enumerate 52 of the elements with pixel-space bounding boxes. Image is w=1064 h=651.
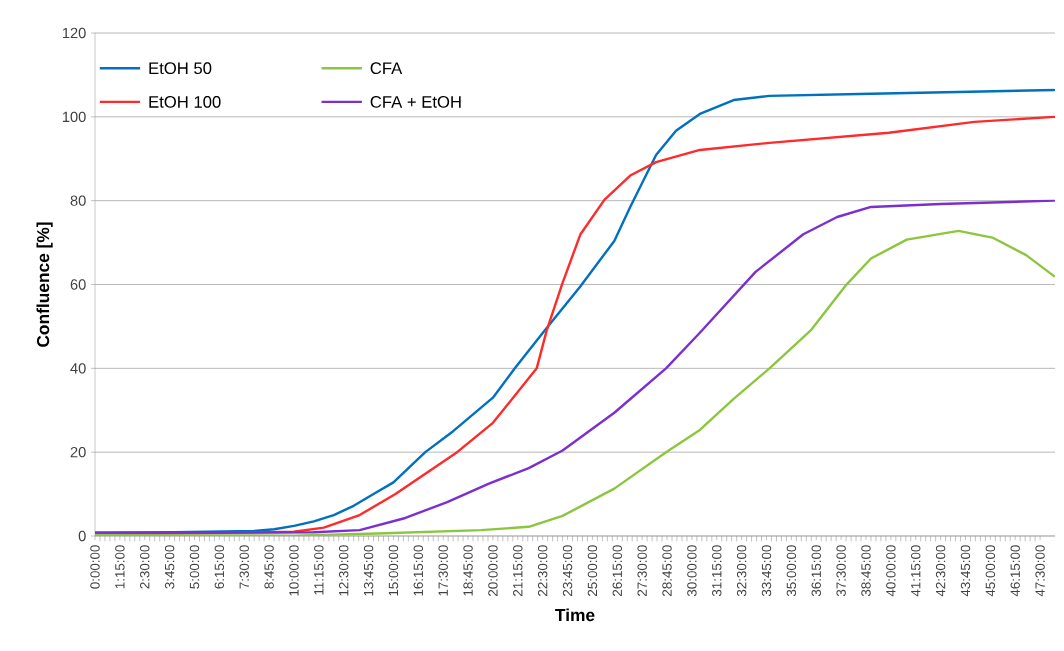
x-axis-title: Time <box>555 608 595 622</box>
x-tick-label: 25:00:00 <box>587 545 598 596</box>
x-tick-label: 46:15:00 <box>1010 545 1020 597</box>
y-tick-label: 60 <box>70 279 86 290</box>
x-tick-label: 38:45:00 <box>861 545 871 597</box>
x-tick-label: 6:15:00 <box>214 545 225 589</box>
x-tick-label: 26:15:00 <box>612 545 622 596</box>
x-tick-label: 36:15:00 <box>811 545 821 597</box>
x-tick-label: 21:15:00 <box>513 545 523 596</box>
y-tick-label: 0 <box>78 530 86 542</box>
x-tick-label: 43:45:00 <box>960 545 971 597</box>
x-tick-label: 30:00:00 <box>687 545 697 597</box>
legend-label: CFA + EtOH <box>370 96 461 108</box>
x-tick-label: 45:00:00 <box>985 545 996 597</box>
y-tick-label: 20 <box>70 446 86 458</box>
y-axis-title: Confluence [%] <box>36 222 53 347</box>
x-tick-label: 10:00:00 <box>289 545 299 596</box>
x-tick-label: 47:30:00 <box>1035 545 1045 597</box>
x-tick-label: 32:30:00 <box>736 545 747 597</box>
x-tick-label: 8:45:00 <box>264 545 274 589</box>
x-tick-label: 42:30:00 <box>935 545 946 597</box>
x-tick-label: 0:00:00 <box>90 545 100 589</box>
x-tick-label: 41:15:00 <box>911 545 921 597</box>
y-tick-label: 100 <box>62 111 86 123</box>
x-tick-label: 12:30:00 <box>338 545 349 596</box>
legend-label: CFA <box>370 62 403 75</box>
legend-label: EtOH 100 <box>149 96 221 108</box>
x-tick-label: 20:00:00 <box>488 545 498 596</box>
x-tick-label: 5:00:00 <box>189 545 200 589</box>
x-tick-label: 11:15:00 <box>314 545 324 595</box>
x-tick-label: 37:30:00 <box>836 545 846 597</box>
x-tick-label: 7:30:00 <box>239 545 249 589</box>
x-tick-label: 28:45:00 <box>662 545 672 596</box>
x-tick-label: 3:45:00 <box>164 545 175 589</box>
x-tick-label: 13:45:00 <box>363 545 374 596</box>
legend-label: EtOH 50 <box>149 62 212 75</box>
x-tick-label: 35:00:00 <box>786 545 797 597</box>
x-tick-label: 31:15:00 <box>712 545 722 597</box>
x-tick-label: 23:45:00 <box>562 545 573 596</box>
y-tick-label: 120 <box>62 27 86 39</box>
x-tick-label: 27:30:00 <box>637 545 647 596</box>
x-tick-label: 15:00:00 <box>388 545 399 596</box>
x-tick-label: 16:15:00 <box>413 545 424 596</box>
x-tick-label: 2:30:00 <box>140 545 150 589</box>
y-tick-label: 80 <box>70 195 86 206</box>
x-tick-label: 17:30:00 <box>438 545 448 596</box>
x-tick-label: 40:00:00 <box>886 545 896 597</box>
x-tick-label: 33:45:00 <box>761 545 772 597</box>
x-tick-label: 22:30:00 <box>537 545 548 596</box>
x-tick-label: 18:45:00 <box>463 545 473 596</box>
x-tick-label: 1:15:00 <box>115 545 125 589</box>
y-tick-label: 40 <box>70 363 86 374</box>
